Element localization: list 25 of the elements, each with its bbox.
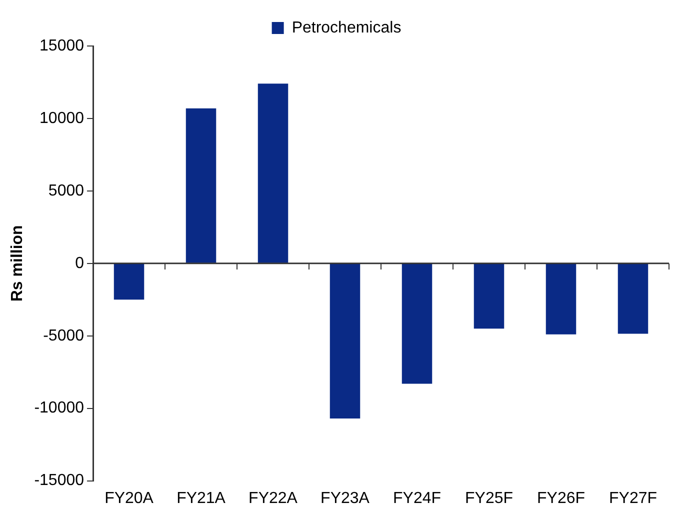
- bar: [330, 264, 360, 418]
- x-tick-label: FY23A: [320, 490, 370, 507]
- legend-label: Petrochemicals: [292, 19, 402, 36]
- y-tick-label: -10000: [34, 400, 84, 417]
- bar: [186, 108, 216, 263]
- y-axis-title: Rs million: [9, 225, 26, 302]
- x-tick-label: FY22A: [248, 490, 298, 507]
- y-tick-label: -15000: [34, 472, 84, 490]
- x-tick-label: FY27F: [608, 490, 658, 507]
- bar: [114, 264, 144, 300]
- x-tick-label: FY20A: [104, 490, 154, 507]
- x-tick-label: FY26F: [536, 490, 586, 507]
- bar: [618, 264, 648, 334]
- bar: [258, 84, 288, 263]
- y-tick-label: 15000: [40, 37, 84, 54]
- y-tick-label: 10000: [40, 110, 84, 127]
- bar: [402, 264, 432, 384]
- y-tick-label: 0: [75, 254, 84, 272]
- x-tick-label: FY25F: [465, 490, 514, 507]
- x-tick-label: FY24F: [393, 490, 442, 507]
- bar: [474, 264, 504, 329]
- x-tick-label: FY21A: [176, 490, 226, 507]
- y-tick-label: 5000: [48, 182, 84, 200]
- y-tick-label: -5000: [43, 327, 84, 344]
- bar: [546, 264, 576, 334]
